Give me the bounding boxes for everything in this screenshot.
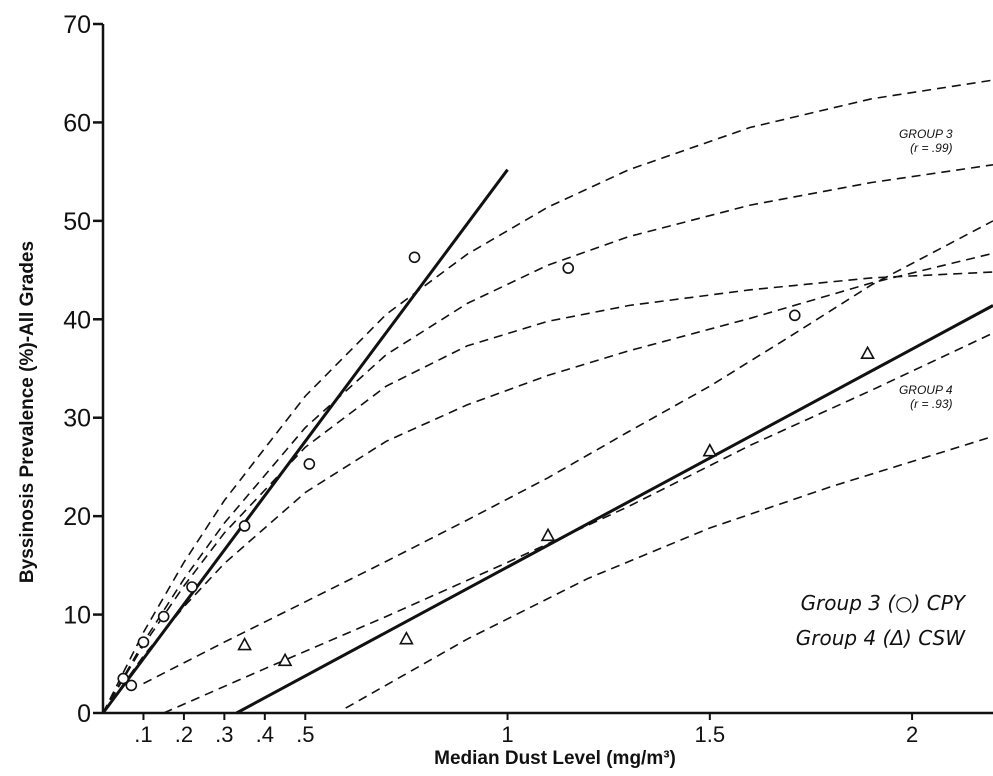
annotation-group4: (r = .93) [910,397,952,411]
confidence-bands [102,79,993,714]
y-tick-label: 0 [77,700,91,728]
x-tick-label: .3 [215,722,233,747]
point-group4-triangle [237,636,252,651]
point-group3-circle [125,679,138,692]
point-group4-triangle [277,652,293,667]
point-group3-circle [238,520,251,532]
fit-line-group3 [101,168,509,714]
x-tick-label: 2 [906,722,918,747]
legend-entry-group4: Group 4 (Δ) CSW [796,626,966,650]
x-tick-label: .2 [175,722,193,747]
regression-lines [101,168,993,715]
annotations: GROUP 3(r = .99) GROUP 4(r = .93) [899,127,953,411]
y-tick-label: 30 [63,405,91,433]
point-group3-circle [303,458,316,470]
point-group4-triangle [399,631,414,645]
y-tick-label: 20 [63,503,91,531]
y-tick-label: 70 [63,11,91,39]
confidence-curve [102,79,993,714]
tick-labels: 0 10 20 30 40 50 60 70 .1 .2 .3 .4 .5 1 1.5 2 [63,11,918,747]
point-group3-circle [137,636,150,648]
confidence-curve [102,271,993,714]
confidence-curve [143,220,993,685]
x-axis-title: Median Dust Level (mg/m³) [434,748,676,769]
y-tick-label: 60 [63,109,91,137]
x-tick-label: .4 [256,722,274,747]
point-group4-triangle [540,527,556,542]
y-tick-label: 50 [63,208,91,236]
y-tick-label: 10 [63,602,91,630]
annotation-group4: GROUP 4 [899,383,953,397]
legend-entry-group3: Group 3 (○) CPY [801,591,967,615]
point-group3-circle [186,581,198,593]
fit-line-group4 [235,304,993,715]
point-group3-circle [157,610,170,623]
point-group3-circle [788,309,801,322]
x-tick-label: 1 [501,722,513,747]
point-group3-circle [408,251,421,264]
x-tick-label: .1 [134,722,152,747]
point-group3-circle [562,262,575,274]
annotation-group3: GROUP 3 [899,127,953,141]
x-tick-label: .5 [296,722,314,747]
x-tick-label: 1.5 [695,722,726,747]
legend: Group 3 (○) CPY Group 4 (Δ) CSW [796,591,967,650]
axes [93,22,993,720]
point-group4-triangle [702,443,718,457]
confidence-curve [345,435,993,709]
confidence-curve [102,164,993,714]
y-tick-label: 40 [63,306,91,334]
confidence-curve [163,332,993,714]
annotation-group3: (r = .99) [910,141,952,155]
y-axis-title: Byssinosis Prevalence (%)-All Grades [17,241,38,583]
data-points [117,251,875,692]
point-group4-triangle [860,345,875,360]
point-group3-circle [117,672,130,685]
